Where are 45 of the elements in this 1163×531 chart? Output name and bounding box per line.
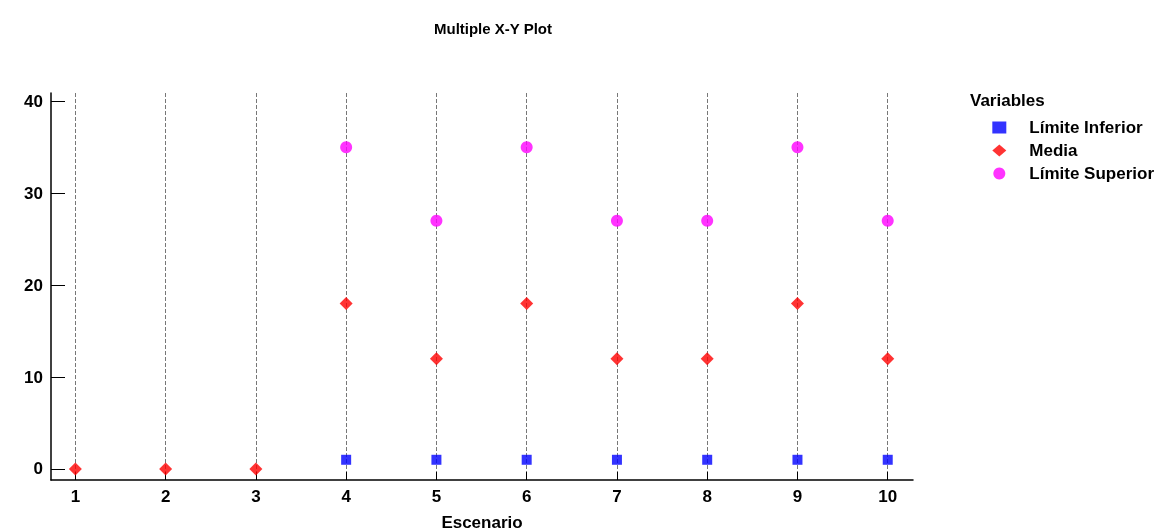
x-tick-label: 2	[160, 487, 171, 506]
point	[520, 141, 533, 154]
x-tick-label: 7	[612, 487, 622, 506]
legend-label: Límite Inferior	[1029, 118, 1144, 137]
point	[702, 454, 713, 465]
point	[429, 352, 443, 366]
point	[792, 454, 803, 465]
point	[341, 454, 352, 465]
point	[339, 297, 353, 311]
x-tick-label: 8	[702, 487, 712, 506]
point	[249, 462, 263, 476]
point	[68, 462, 82, 476]
point	[430, 214, 443, 227]
point	[159, 462, 173, 476]
point	[881, 352, 895, 366]
point	[610, 352, 624, 366]
y-tick-label: 0	[33, 459, 43, 479]
point	[520, 297, 534, 311]
point	[701, 214, 714, 227]
point	[340, 141, 353, 154]
point	[610, 214, 623, 227]
x-tick-label: 3	[251, 487, 261, 506]
y-tick-label: 10	[24, 367, 43, 387]
point	[791, 141, 804, 154]
x-tick-label: 4	[341, 487, 352, 506]
legend-label: Media	[1029, 141, 1079, 160]
y-tick-label: 20	[24, 275, 43, 295]
x-tick-label: 6	[521, 487, 532, 506]
x-tick-label: 5	[431, 487, 442, 506]
x-tick-label: 10	[878, 487, 898, 506]
point	[431, 454, 442, 465]
point	[790, 297, 804, 311]
legend-label: Límite Superior	[1029, 164, 1155, 183]
y-tick-label: 40	[24, 91, 43, 111]
x-tick-label: 9	[792, 487, 803, 506]
point	[881, 214, 894, 227]
x-axis-title: Escenario	[441, 513, 523, 531]
y-tick-label: 30	[24, 183, 43, 203]
point	[611, 454, 622, 465]
point	[700, 352, 714, 366]
point	[882, 454, 893, 465]
x-tick-label: 1	[70, 487, 81, 506]
chart-title: Multiple X-Y Plot	[433, 20, 553, 37]
point	[521, 454, 532, 465]
legend-title: Variables	[970, 91, 1045, 110]
